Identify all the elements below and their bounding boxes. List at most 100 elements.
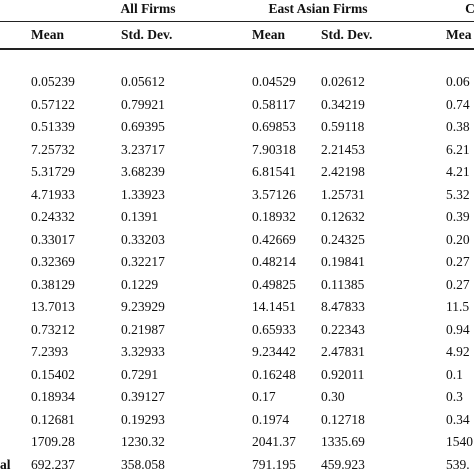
cell: 0.12632 xyxy=(321,209,365,224)
cell: 3.32933 xyxy=(121,344,165,359)
cell: 6.81541 xyxy=(252,164,296,179)
cell: 0.92011 xyxy=(321,366,365,382)
cell: 0.30 xyxy=(321,389,345,404)
cell: 13.7013 xyxy=(31,299,75,314)
cell: 0.49825 xyxy=(252,276,296,292)
cell: 0.19841 xyxy=(321,254,365,269)
cell: 0.38 xyxy=(446,119,470,134)
cell: 0.1974 xyxy=(252,411,290,427)
cell: 9.23929 xyxy=(121,299,165,314)
group-header: East Asian Firms xyxy=(268,1,368,16)
cell: 0.19293 xyxy=(121,411,165,427)
cell: 3.57126 xyxy=(252,186,296,202)
cell: 1335.69 xyxy=(321,434,365,449)
cell: 0.34219 xyxy=(321,96,365,112)
cell: 0.22343 xyxy=(321,321,365,337)
column-header: Mea xyxy=(446,27,472,42)
cell: 0.39 xyxy=(446,209,470,224)
cell: 0.74 xyxy=(446,96,470,112)
cell: 0.17 xyxy=(252,389,276,404)
cell: 5.32 xyxy=(446,186,470,202)
cell: 0.1229 xyxy=(121,276,159,292)
subheader-rule xyxy=(0,48,474,50)
cell: 1709.28 xyxy=(31,434,75,449)
cell: 0.39127 xyxy=(121,389,165,404)
cell: 0.05612 xyxy=(121,74,165,89)
cell: 2.47831 xyxy=(321,344,365,359)
cell: 0.7291 xyxy=(121,366,159,382)
row-label: al xyxy=(0,456,11,472)
cell: 0.18934 xyxy=(31,389,75,404)
cell: 0.16248 xyxy=(252,366,296,382)
cell: 0.73212 xyxy=(31,321,75,337)
column-header: Std. Dev. xyxy=(121,27,173,42)
cell: 0.12681 xyxy=(31,411,75,427)
cell: 4.92 xyxy=(446,344,470,359)
cell: 0.20 xyxy=(446,231,470,247)
cell: 0.27 xyxy=(446,276,470,292)
header-rule xyxy=(0,21,474,22)
cell: 539. xyxy=(446,456,470,472)
cell: 358.058 xyxy=(121,456,165,472)
cell: 0.34 xyxy=(446,411,470,427)
cell: 1.25731 xyxy=(321,186,365,202)
cell: 0.21987 xyxy=(121,321,165,337)
cell: 0.04529 xyxy=(252,74,296,89)
cell: 9.23442 xyxy=(252,344,296,359)
cell: 0.32217 xyxy=(121,254,165,269)
cell: 0.18932 xyxy=(252,209,296,224)
group-header: C xyxy=(465,1,474,16)
cell: 4.71933 xyxy=(31,186,75,202)
cell: 0.42669 xyxy=(252,231,296,247)
cell: 2.21453 xyxy=(321,141,365,157)
column-header: Std. Dev. xyxy=(321,27,373,42)
cell: 6.21 xyxy=(446,141,470,157)
cell: 0.79921 xyxy=(121,96,165,112)
cell: 0.1391 xyxy=(121,209,159,224)
cell: 1.33923 xyxy=(121,186,165,202)
cell: 7.90318 xyxy=(252,141,296,157)
cell: 8.47833 xyxy=(321,299,365,314)
cell: 0.24325 xyxy=(321,231,365,247)
cell: 0.3 xyxy=(446,389,463,404)
column-header: Mean xyxy=(252,27,285,42)
cell: 0.69853 xyxy=(252,119,296,134)
cell: 692.237 xyxy=(31,456,75,472)
cell: 7.2393 xyxy=(31,344,69,359)
cell: 2041.37 xyxy=(252,434,296,449)
cell: 4.21 xyxy=(446,164,470,179)
cell: 0.15402 xyxy=(31,366,75,382)
cell: 0.58117 xyxy=(252,96,296,112)
cell: 7.25732 xyxy=(31,141,75,157)
cell: 11.5 xyxy=(446,299,470,314)
cell: 0.05239 xyxy=(31,74,75,89)
cell: 0.65933 xyxy=(252,321,296,337)
cell: 14.1451 xyxy=(252,299,296,314)
cell: 459.923 xyxy=(321,456,365,472)
cell: 0.57122 xyxy=(31,96,75,112)
cell: 0.94 xyxy=(446,321,470,337)
cell: 2.42198 xyxy=(321,164,365,179)
cell: 3.23717 xyxy=(121,141,165,157)
column-header: Mean xyxy=(31,27,64,42)
cell: 5.31729 xyxy=(31,164,75,179)
cell: 3.68239 xyxy=(121,164,165,179)
cell: 0.59118 xyxy=(321,119,365,134)
cell: 0.38129 xyxy=(31,276,75,292)
cell: 0.69395 xyxy=(121,119,165,134)
cell: 0.51339 xyxy=(31,119,75,134)
cell: 1230.32 xyxy=(121,434,165,449)
cell: 1540 xyxy=(446,434,473,449)
cell: 0.24332 xyxy=(31,209,75,224)
cell: 0.48214 xyxy=(252,254,296,269)
cell: 791.195 xyxy=(252,456,296,472)
cell: 0.12718 xyxy=(321,411,365,427)
cell: 0.32369 xyxy=(31,254,75,269)
cell: 0.06 xyxy=(446,74,470,89)
group-header: All Firms xyxy=(120,1,176,16)
cell: 0.33017 xyxy=(31,231,75,247)
cell: 0.33203 xyxy=(121,231,165,247)
cell: 0.11385 xyxy=(321,276,365,292)
cell: 0.1 xyxy=(446,366,463,382)
